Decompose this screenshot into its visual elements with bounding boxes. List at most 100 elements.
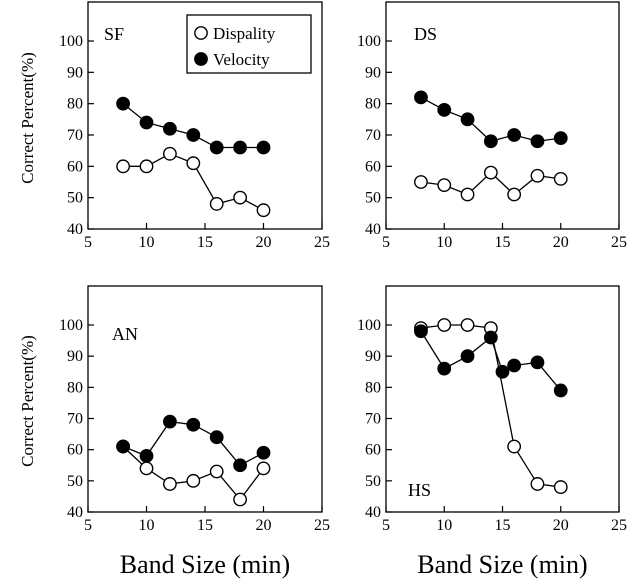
velocity-point (437, 103, 452, 117)
y-tick-label: 70 (67, 411, 83, 428)
dispality-point (437, 178, 452, 193)
y-axis-label: Correct Percent(%) (18, 52, 37, 184)
y-tick-label: 50 (365, 190, 381, 207)
velocity-point (233, 140, 248, 155)
x-tick-label: 5 (382, 517, 390, 534)
y-tick-label: 70 (67, 127, 83, 144)
panel-sf: 40 50 60 70 80 90 100 5 10 15 20 25 Correct Percent(… (18, 1, 330, 251)
velocity-point (116, 439, 131, 454)
dispality-point (437, 318, 452, 332)
dispality-point (139, 461, 154, 476)
x-axis-label: Band Size (min) (417, 550, 587, 579)
x-tick-label: 15 (197, 234, 213, 251)
velocity-point (483, 134, 498, 149)
velocity-point (186, 128, 201, 142)
dispality-point (233, 190, 248, 205)
x-tick-label: 25 (611, 234, 627, 251)
y-tick-label: 60 (365, 158, 381, 175)
x-tick-label: 15 (197, 517, 213, 534)
y-tick-label: 80 (365, 96, 381, 113)
y-tick-label: 50 (67, 473, 83, 490)
x-tick-label: 20 (256, 234, 272, 251)
dispality-point (233, 492, 248, 507)
dispality-point (209, 197, 224, 211)
y-axis-label: Correct Percent(%) (18, 335, 37, 467)
velocity-point (414, 90, 428, 105)
x-axis-label: Band Size (min) (120, 550, 290, 579)
x-tick-label: 25 (314, 517, 330, 534)
panel-hs: 40 50 60 70 80 90 100 5 10 15 20 25 Band Size (min) H… (357, 285, 627, 579)
velocity-point (553, 383, 568, 398)
velocity-point (553, 131, 568, 146)
velocity-point (162, 121, 177, 136)
dispality-point (483, 165, 498, 180)
y-tick-label: 40 (67, 221, 83, 238)
x-tick-label: 20 (553, 517, 569, 534)
panel-label: SF (104, 24, 124, 44)
panel-ds: 40 50 60 70 80 90 100 5 10 15 20 25 DS (357, 1, 627, 251)
velocity-point (507, 358, 522, 373)
velocity-point (139, 115, 154, 130)
velocity-point (483, 330, 498, 345)
y-tick-label: 80 (67, 96, 83, 113)
y-tick-label: 50 (365, 473, 381, 490)
y-tick-label: 60 (365, 442, 381, 459)
y-tick-label: 70 (365, 127, 381, 144)
velocity-point (162, 414, 177, 429)
velocity-point (437, 361, 452, 376)
y-tick-label: 100 (357, 317, 381, 334)
x-tick-label: 20 (553, 234, 569, 251)
velocity-point (116, 96, 131, 111)
dispality-point (186, 473, 201, 488)
dispality-point (414, 175, 428, 189)
y-tick-label: 100 (357, 33, 381, 50)
x-tick-label: 15 (495, 517, 511, 534)
dispality-point (209, 464, 224, 479)
velocity-point (233, 458, 248, 473)
dispality-point (256, 461, 271, 476)
legend: Dispality Velocity (186, 14, 312, 74)
velocity-point (414, 324, 428, 339)
dispality-point (256, 203, 271, 218)
plot-frame (385, 285, 620, 513)
velocity-point (209, 430, 224, 445)
x-tick-label: 25 (611, 517, 627, 534)
dispality-point (553, 171, 568, 186)
panel-label: HS (408, 480, 431, 500)
legend-dispality-label: Dispality (213, 24, 276, 43)
x-tick-label: 10 (139, 234, 155, 251)
y-tick-label: 80 (365, 379, 381, 396)
panel-label: DS (414, 24, 437, 44)
dispality-point (139, 159, 154, 174)
velocity-point (139, 448, 154, 463)
velocity-point (530, 355, 545, 370)
y-tick-label: 80 (67, 379, 83, 396)
velocity-point (256, 140, 271, 155)
x-tick-label: 10 (436, 234, 452, 251)
y-tick-label: 60 (67, 442, 83, 459)
y-tick-label: 40 (365, 221, 381, 238)
velocity-point (209, 140, 224, 155)
x-tick-label: 20 (256, 517, 272, 534)
y-tick-label: 100 (59, 317, 83, 334)
legend-open-marker (194, 26, 208, 40)
dispality-point (116, 159, 131, 174)
y-tick-label: 60 (67, 158, 83, 175)
y-tick-label: 90 (365, 64, 381, 81)
legend-box (186, 14, 312, 74)
x-tick-label: 5 (84, 517, 92, 534)
y-tick-label: 90 (365, 348, 381, 365)
y-tick-label: 90 (67, 348, 83, 365)
x-tick-label: 5 (84, 234, 92, 251)
series-line-dispality (420, 324, 561, 488)
dispality-point (553, 480, 568, 494)
panel-label: AN (112, 324, 138, 344)
x-tick-label: 10 (436, 517, 452, 534)
velocity-point (186, 417, 201, 432)
y-tick-label: 40 (365, 504, 381, 521)
y-tick-label: 40 (67, 504, 83, 521)
dispality-point (507, 439, 522, 454)
legend-velocity-label: Velocity (213, 50, 270, 69)
dispality-point (186, 156, 201, 171)
